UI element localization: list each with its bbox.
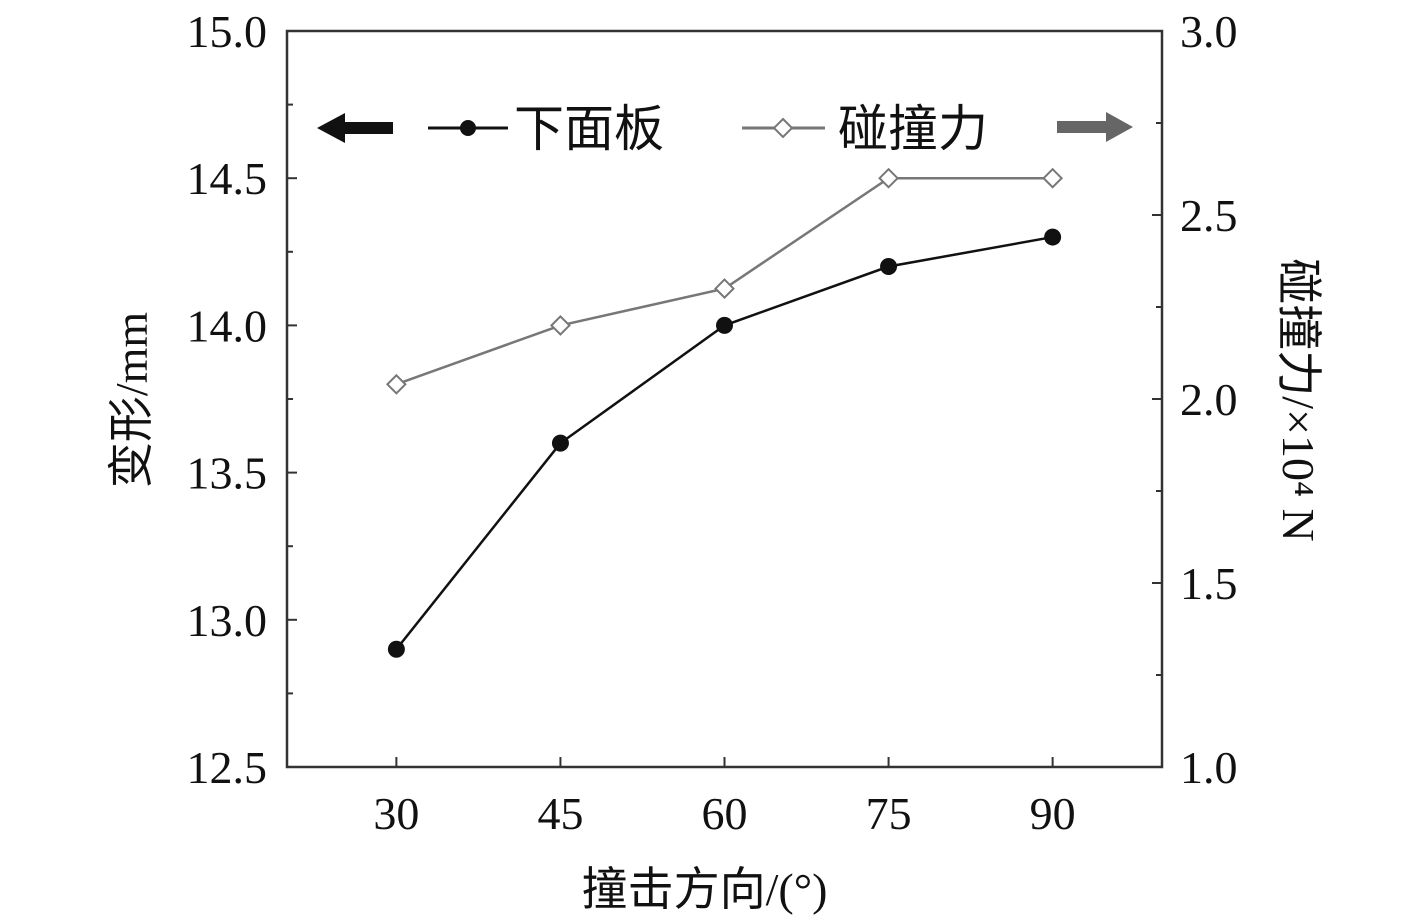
arrow-right-icon (1057, 112, 1133, 142)
x-tick-label: 45 (537, 788, 583, 839)
y-left-tick-label: 13.5 (187, 448, 268, 499)
y-right-tick-label: 1.5 (1180, 558, 1238, 609)
y-left-tick-label: 13.0 (187, 595, 268, 646)
series-1-point (880, 258, 898, 276)
x-tick-label: 30 (373, 788, 419, 839)
series-2-point (714, 278, 735, 300)
x-axis-title: 撞击方向/(°) (582, 864, 828, 915)
series-1-point (551, 434, 569, 452)
series-1-point (387, 640, 405, 658)
plot-frame (285, 29, 1164, 769)
series-2-point (550, 314, 571, 336)
x-tick-label: 90 (1030, 788, 1076, 839)
series-1-point (1044, 228, 1062, 246)
y-left-tick-label: 14.5 (187, 153, 268, 204)
y-right-tick-label: 1.0 (1180, 742, 1238, 793)
series-1-point (716, 316, 733, 334)
y-right-tick-label: 3.0 (1180, 6, 1238, 57)
series-2-point (385, 373, 407, 395)
x-tick-label: 75 (866, 788, 912, 839)
y-right-tick-label: 2.5 (1180, 190, 1238, 241)
legend-series-2-label: 碰撞力 (838, 101, 988, 157)
series-2-point (1042, 167, 1064, 189)
arrow-left-icon (317, 113, 393, 143)
legend-series-1-marker (460, 120, 476, 136)
y-left-tick-label: 14.0 (187, 300, 268, 351)
y-left-axis-title: 变形/mm (106, 312, 157, 489)
y-left-tick-label: 12.5 (187, 742, 268, 793)
x-tick-label: 60 (702, 788, 748, 839)
legend-series-1-label: 下面板 (514, 101, 664, 157)
series-2-point (878, 167, 899, 189)
y-right-axis-title: 碰撞力/×10⁴ N (1273, 258, 1324, 541)
legend-series-2-marker (772, 117, 794, 139)
y-left-tick-label: 15.0 (187, 6, 268, 57)
y-right-tick-label: 2.0 (1180, 374, 1238, 425)
